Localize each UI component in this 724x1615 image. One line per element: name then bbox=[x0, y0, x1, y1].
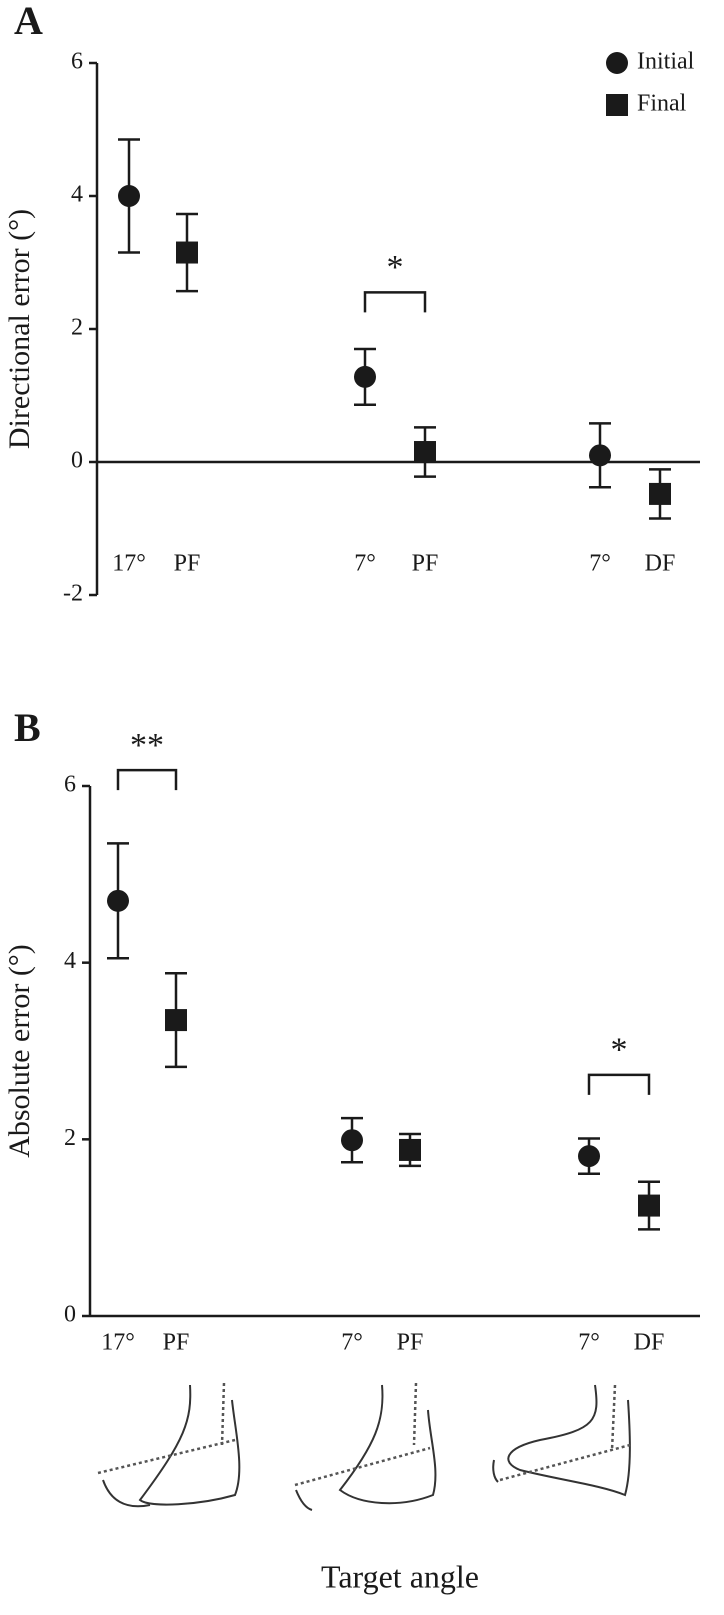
legend-marker bbox=[606, 94, 628, 116]
x-tick-label: 7° bbox=[578, 1330, 600, 1356]
marker bbox=[399, 1138, 421, 1161]
y-axis-label: Directional error (°) bbox=[3, 209, 36, 449]
marker bbox=[578, 1145, 600, 1168]
y-tick-label: -2 bbox=[63, 581, 83, 607]
significance-bracket bbox=[363, 291, 427, 313]
significance-label: * bbox=[387, 249, 404, 286]
x-tick-label: 7° bbox=[589, 551, 611, 577]
x-tick-label: DF bbox=[634, 1330, 665, 1356]
marker bbox=[176, 241, 198, 264]
x-tick-label: 7° bbox=[354, 551, 376, 577]
x-tick-label: DF bbox=[645, 551, 676, 577]
marker bbox=[414, 441, 436, 464]
y-tick-label: 6 bbox=[71, 49, 83, 75]
x-tick-label: PF bbox=[163, 1330, 190, 1356]
x-tick-label: 7° bbox=[341, 1330, 363, 1356]
y-axis-label: Absolute error (°) bbox=[3, 944, 36, 1158]
x-tick-label: PF bbox=[174, 551, 201, 577]
foot-illustrations bbox=[97, 1382, 631, 1511]
x-axis-label: Target angle bbox=[321, 1558, 479, 1594]
marker bbox=[638, 1194, 660, 1217]
x-tick-label: 17° bbox=[112, 551, 146, 577]
x-tick-label: PF bbox=[397, 1330, 424, 1356]
significance-label: * bbox=[611, 1032, 628, 1069]
legend-label: Final bbox=[637, 91, 687, 117]
legend-label: Initial bbox=[637, 49, 695, 75]
y-tick-label: 2 bbox=[64, 1125, 76, 1151]
legend-marker bbox=[606, 52, 628, 74]
significance-bracket bbox=[587, 1073, 651, 1095]
y-tick-label: 0 bbox=[64, 1302, 76, 1328]
marker bbox=[107, 889, 129, 912]
panel-letter: B bbox=[14, 705, 41, 750]
x-tick-label: PF bbox=[412, 551, 439, 577]
marker bbox=[341, 1129, 363, 1152]
marker bbox=[589, 444, 611, 467]
y-tick-label: 2 bbox=[71, 315, 83, 341]
y-tick-label: 0 bbox=[71, 448, 83, 474]
significance-bracket bbox=[116, 768, 178, 791]
marker bbox=[649, 482, 671, 505]
marker bbox=[354, 365, 376, 388]
marker bbox=[165, 1009, 187, 1032]
y-tick-label: 4 bbox=[71, 182, 83, 208]
panel-letter: A bbox=[14, 0, 43, 43]
y-tick-label: 4 bbox=[64, 948, 76, 974]
y-tick-label: 6 bbox=[64, 772, 76, 798]
x-tick-label: 17° bbox=[101, 1330, 135, 1356]
marker bbox=[118, 185, 140, 207]
significance-label: ** bbox=[130, 727, 164, 764]
